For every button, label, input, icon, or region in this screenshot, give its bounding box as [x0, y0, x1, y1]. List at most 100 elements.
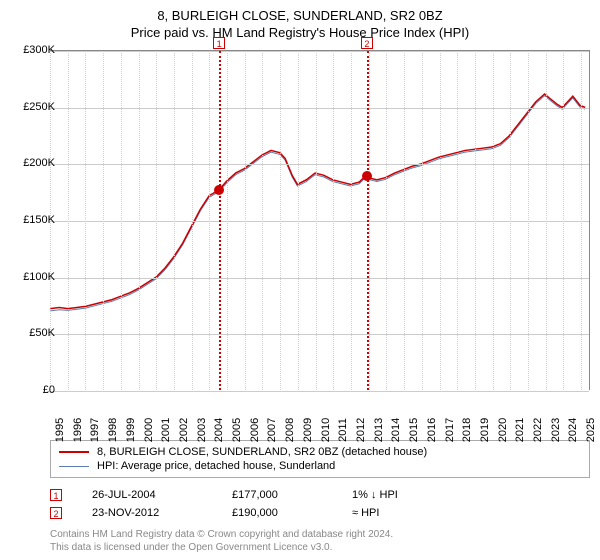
sale-id-marker: 1 — [50, 489, 62, 501]
gridline-vertical — [68, 51, 69, 390]
footer-line-2: This data is licensed under the Open Gov… — [50, 541, 590, 554]
gridline-horizontal — [50, 221, 589, 222]
gridline-horizontal — [50, 391, 589, 392]
legend-label: 8, BURLEIGH CLOSE, SUNDERLAND, SR2 0BZ (… — [97, 446, 427, 458]
y-axis-label: £150K — [23, 214, 55, 226]
gridline-vertical — [351, 51, 352, 390]
gridline-vertical — [209, 51, 210, 390]
x-axis-label: 2018 — [461, 418, 473, 442]
legend-box: 8, BURLEIGH CLOSE, SUNDERLAND, SR2 0BZ (… — [50, 440, 590, 478]
legend-swatch — [59, 466, 89, 467]
gridline-vertical — [333, 51, 334, 390]
legend-area: 8, BURLEIGH CLOSE, SUNDERLAND, SR2 0BZ (… — [50, 440, 590, 554]
gridline-vertical — [457, 51, 458, 390]
x-axis-label: 1995 — [54, 418, 66, 442]
sale-id-marker: 2 — [50, 507, 62, 519]
footer-text: Contains HM Land Registry data © Crown c… — [50, 528, 590, 554]
x-axis-label: 2006 — [249, 418, 261, 442]
x-axis-label: 2014 — [390, 418, 402, 442]
x-axis-label: 2008 — [284, 418, 296, 442]
gridline-vertical — [386, 51, 387, 390]
chart-container: 8, BURLEIGH CLOSE, SUNDERLAND, SR2 0BZ P… — [0, 0, 600, 560]
x-axis-label: 2000 — [143, 418, 155, 442]
x-axis-label: 2007 — [266, 418, 278, 442]
y-axis-label: £200K — [23, 157, 55, 169]
gridline-vertical — [174, 51, 175, 390]
legend-row: 8, BURLEIGH CLOSE, SUNDERLAND, SR2 0BZ (… — [59, 445, 581, 459]
gridline-vertical — [156, 51, 157, 390]
sale-marker-line — [367, 51, 369, 390]
gridline-vertical — [298, 51, 299, 390]
gridline-vertical — [404, 51, 405, 390]
gridline-horizontal — [50, 278, 589, 279]
sale-dot — [362, 171, 372, 181]
gridline-vertical — [493, 51, 494, 390]
x-axis-label: 2016 — [426, 418, 438, 442]
gridline-horizontal — [50, 164, 589, 165]
sale-hpi-delta: 1% ↓ HPI — [352, 489, 398, 501]
legend-label: HPI: Average price, detached house, Sund… — [97, 460, 335, 472]
x-axis-label: 1997 — [89, 418, 101, 442]
gridline-vertical — [440, 51, 441, 390]
gridline-vertical — [563, 51, 564, 390]
gridline-vertical — [262, 51, 263, 390]
sale-hpi-delta: ≈ HPI — [352, 507, 379, 519]
x-axis-label: 2024 — [567, 418, 579, 442]
footer-line-1: Contains HM Land Registry data © Crown c… — [50, 528, 590, 541]
gridline-vertical — [316, 51, 317, 390]
gridline-vertical — [546, 51, 547, 390]
gridline-vertical — [510, 51, 511, 390]
x-axis-label: 2025 — [585, 418, 597, 442]
chart-subtitle: Price paid vs. HM Land Registry's House … — [0, 23, 600, 40]
gridline-vertical — [422, 51, 423, 390]
x-axis-label: 2003 — [196, 418, 208, 442]
gridline-horizontal — [50, 108, 589, 109]
gridline-vertical — [581, 51, 582, 390]
gridline-vertical — [139, 51, 140, 390]
x-axis-label: 2022 — [532, 418, 544, 442]
gridline-vertical — [245, 51, 246, 390]
x-axis-label: 2020 — [497, 418, 509, 442]
x-axis-label: 2019 — [479, 418, 491, 442]
x-axis-label: 2005 — [231, 418, 243, 442]
x-axis-label: 2004 — [213, 418, 225, 442]
legend-row: HPI: Average price, detached house, Sund… — [59, 459, 581, 473]
x-axis-label: 2015 — [408, 418, 420, 442]
sale-date: 26-JUL-2004 — [92, 489, 202, 501]
x-axis-label: 2001 — [160, 418, 172, 442]
x-axis-label: 2010 — [320, 418, 332, 442]
gridline-vertical — [85, 51, 86, 390]
x-axis-label: 2012 — [355, 418, 367, 442]
sale-marker-box: 1 — [213, 37, 225, 49]
x-axis-label: 2017 — [444, 418, 456, 442]
y-axis-label: £100K — [23, 271, 55, 283]
sale-price: £177,000 — [232, 489, 322, 501]
gridline-vertical — [192, 51, 193, 390]
gridline-vertical — [475, 51, 476, 390]
gridline-horizontal — [50, 51, 589, 52]
x-axis-label: 2013 — [373, 418, 385, 442]
y-axis-label: £50K — [29, 327, 55, 339]
x-axis-label: 1996 — [72, 418, 84, 442]
x-axis-label: 1998 — [107, 418, 119, 442]
sales-table: 1 26-JUL-2004 £177,000 1% ↓ HPI 2 23-NOV-2012… — [50, 486, 590, 522]
sale-price: £190,000 — [232, 507, 322, 519]
sale-date: 23-NOV-2012 — [92, 507, 202, 519]
gridline-vertical — [121, 51, 122, 390]
gridline-vertical — [103, 51, 104, 390]
x-axis-label: 2011 — [337, 418, 349, 442]
gridline-vertical — [528, 51, 529, 390]
sale-row: 2 23-NOV-2012 £190,000 ≈ HPI — [50, 504, 590, 522]
legend-swatch — [59, 451, 89, 453]
sale-row: 1 26-JUL-2004 £177,000 1% ↓ HPI — [50, 486, 590, 504]
x-axis-label: 2009 — [302, 418, 314, 442]
x-axis-label: 2021 — [514, 418, 526, 442]
y-axis-label: £300K — [23, 44, 55, 56]
sale-dot — [214, 185, 224, 195]
sale-marker-box: 2 — [361, 37, 373, 49]
gridline-horizontal — [50, 334, 589, 335]
x-axis-label: 2023 — [550, 418, 562, 442]
plot-area: 12 — [50, 50, 590, 390]
gridline-vertical — [280, 51, 281, 390]
gridline-vertical — [227, 51, 228, 390]
